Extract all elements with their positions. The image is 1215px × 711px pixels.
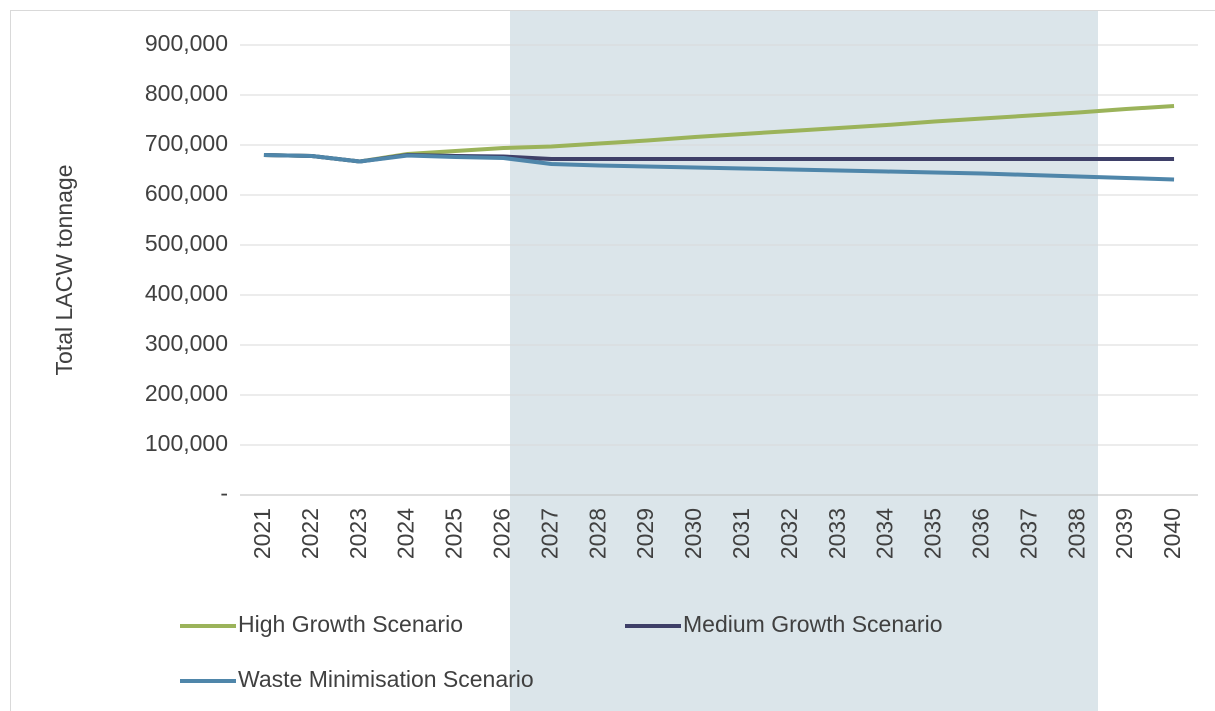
x-tick-label: 2027 [536, 508, 562, 559]
x-tick-label: 2026 [489, 508, 515, 559]
chart-frame [10, 10, 1215, 711]
x-tick-label: 2021 [249, 508, 275, 559]
y-tick-label: 900,000 [145, 30, 228, 56]
x-tick-label: 2022 [297, 508, 323, 559]
x-tick-label: 2032 [776, 508, 802, 559]
x-tick-label: 2035 [920, 508, 946, 559]
y-tick-label: 800,000 [145, 80, 228, 106]
series-line [263, 153, 1175, 182]
legend-label: High Growth Scenario [238, 611, 463, 637]
x-tick-label: 2036 [968, 508, 994, 559]
x-tick-label: 2028 [584, 508, 610, 559]
highlight-band [510, 11, 1098, 711]
x-tick-label: 2030 [680, 508, 706, 559]
x-tick-label: 2029 [632, 508, 658, 559]
x-tick-label: 2034 [872, 508, 898, 559]
y-axis-title: Total LACW tonnage [51, 165, 77, 376]
y-tick-label: 500,000 [145, 230, 228, 256]
legend-label: Waste Minimisation Scenario [238, 666, 534, 692]
x-tick-label: 2039 [1111, 508, 1137, 559]
x-tick-label: 2031 [728, 508, 754, 559]
y-tick-label: 400,000 [145, 280, 228, 306]
x-tick-label: 2038 [1063, 508, 1089, 559]
y-tick-label: - [220, 480, 228, 506]
legend-label: Medium Growth Scenario [683, 611, 943, 637]
y-tick-label: 200,000 [145, 380, 228, 406]
y-tick-label: 600,000 [145, 180, 228, 206]
x-tick-label: 2024 [393, 508, 419, 559]
x-tick-label: 2037 [1015, 508, 1041, 559]
y-tick-label: 300,000 [145, 330, 228, 356]
y-tick-label: 700,000 [145, 130, 228, 156]
x-tick-label: 2040 [1159, 508, 1185, 559]
x-tick-label: 2023 [345, 508, 371, 559]
x-tick-label: 2033 [824, 508, 850, 559]
y-tick-label: 100,000 [145, 430, 228, 456]
x-tick-label: 2025 [441, 508, 467, 559]
